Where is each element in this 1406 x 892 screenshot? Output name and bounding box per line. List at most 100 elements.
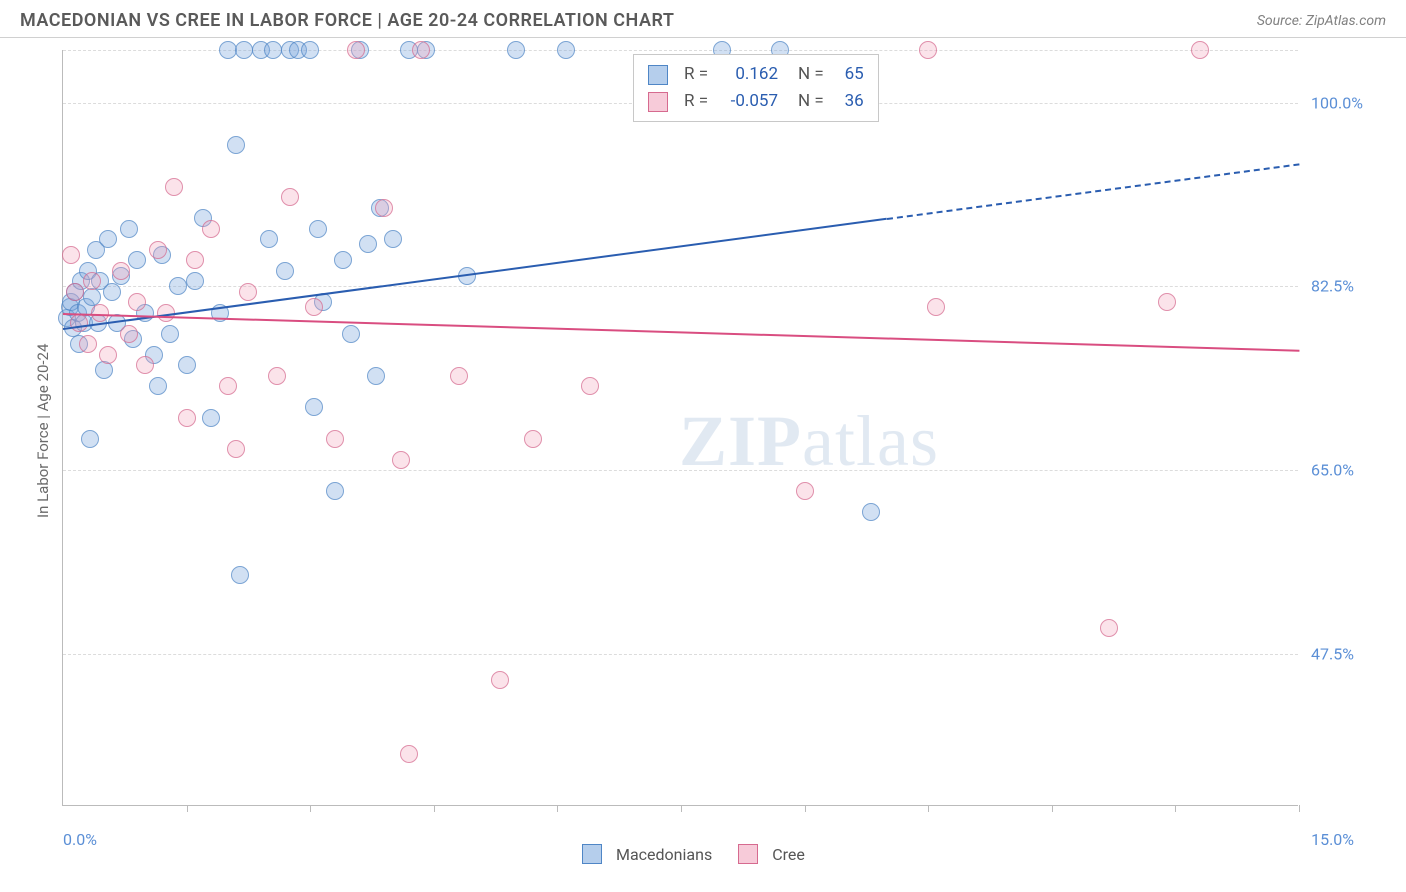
scatter-point <box>276 262 294 280</box>
scatter-point <box>165 178 183 196</box>
scatter-point <box>326 482 344 500</box>
scatter-point <box>359 235 377 253</box>
scatter-point <box>128 251 146 269</box>
scatter-point <box>62 246 80 264</box>
legend-row: R =-0.057N =36 <box>648 88 864 115</box>
scatter-point <box>347 41 365 59</box>
chart-title: MACEDONIAN VS CREE IN LABOR FORCE | AGE … <box>20 10 674 31</box>
scatter-point <box>239 283 257 301</box>
scatter-point <box>268 367 286 385</box>
trend-line <box>63 313 1299 352</box>
scatter-point <box>235 41 253 59</box>
scatter-point <box>128 293 146 311</box>
legend-item: Macedonians <box>582 844 712 864</box>
scatter-point <box>927 298 945 316</box>
x-tick <box>310 805 311 812</box>
x-axis-min-label: 0.0% <box>63 830 97 849</box>
legend-label: Macedonians <box>616 845 712 864</box>
scatter-point <box>450 367 468 385</box>
scatter-point <box>120 325 138 343</box>
series-swatch-icon <box>648 92 668 112</box>
series-swatch-icon <box>648 65 668 85</box>
y-tick-label: 82.5% <box>1311 277 1354 296</box>
y-tick-label: 47.5% <box>1311 644 1354 663</box>
scatter-point <box>260 230 278 248</box>
scatter-point <box>507 41 525 59</box>
r-value: -0.057 <box>718 88 778 115</box>
r-value: 0.162 <box>718 61 778 88</box>
x-axis-max-label: 15.0% <box>1311 830 1354 849</box>
scatter-point <box>169 277 187 295</box>
scatter-point <box>796 482 814 500</box>
scatter-point <box>95 361 113 379</box>
scatter-point <box>219 41 237 59</box>
scatter-point <box>305 298 323 316</box>
scatter-point <box>178 409 196 427</box>
scatter-point <box>1158 293 1176 311</box>
scatter-point <box>309 220 327 238</box>
x-tick <box>681 805 682 812</box>
scatter-point <box>334 251 352 269</box>
scatter-point <box>392 451 410 469</box>
scatter-point <box>231 566 249 584</box>
x-tick <box>805 805 806 812</box>
scatter-point <box>66 283 84 301</box>
scatter-point <box>91 304 109 322</box>
x-tick <box>1175 805 1176 812</box>
scatter-point <box>301 41 319 59</box>
scatter-point <box>202 409 220 427</box>
series-swatch-icon <box>738 844 758 864</box>
scatter-point <box>99 346 117 364</box>
r-label: R = <box>684 61 708 88</box>
n-value: 36 <box>834 88 864 115</box>
scatter-point <box>79 335 97 353</box>
scatter-point <box>557 41 575 59</box>
scatter-point <box>103 283 121 301</box>
scatter-point <box>186 251 204 269</box>
trend-line <box>63 218 887 330</box>
scatter-point <box>367 367 385 385</box>
scatter-point <box>281 188 299 206</box>
scatter-point <box>326 430 344 448</box>
scatter-point <box>1191 41 1209 59</box>
y-tick-label: 65.0% <box>1311 461 1354 480</box>
scatter-point <box>112 262 130 280</box>
scatter-point <box>219 377 237 395</box>
scatter-point <box>202 220 220 238</box>
chart-area: 47.5%65.0%82.5%100.0%0.0%15.0%ZIPatlasR … <box>20 50 1386 876</box>
scatter-point <box>120 220 138 238</box>
scatter-point <box>264 41 282 59</box>
n-label: N = <box>798 61 824 88</box>
scatter-point <box>342 325 360 343</box>
x-tick <box>928 805 929 812</box>
x-tick <box>1299 805 1300 812</box>
scatter-point <box>149 377 167 395</box>
series-swatch-icon <box>582 844 602 864</box>
scatter-point <box>81 430 99 448</box>
scatter-point <box>99 230 117 248</box>
x-tick <box>187 805 188 812</box>
trend-line <box>887 163 1299 220</box>
y-tick-label: 100.0% <box>1311 93 1363 112</box>
scatter-point <box>919 41 937 59</box>
correlation-legend-box: R = 0.162 N = 65R =-0.057N =36 <box>633 54 879 122</box>
scatter-point <box>149 241 167 259</box>
scatter-point <box>400 745 418 763</box>
scatter-point <box>136 356 154 374</box>
scatter-point <box>524 430 542 448</box>
scatter-point <box>227 136 245 154</box>
n-value: 65 <box>834 61 864 88</box>
legend-row: R = 0.162 N = 65 <box>648 61 864 88</box>
scatter-point <box>186 272 204 290</box>
chart-header: MACEDONIAN VS CREE IN LABOR FORCE | AGE … <box>0 0 1406 38</box>
gridline <box>63 654 1298 655</box>
scatter-point <box>178 356 196 374</box>
scatter-point <box>375 199 393 217</box>
scatter-point <box>305 398 323 416</box>
scatter-point <box>83 272 101 290</box>
gridline <box>63 470 1298 471</box>
scatter-point <box>491 671 509 689</box>
chart-source: Source: ZipAtlas.com <box>1257 13 1386 29</box>
scatter-point <box>581 377 599 395</box>
scatter-point <box>412 41 430 59</box>
